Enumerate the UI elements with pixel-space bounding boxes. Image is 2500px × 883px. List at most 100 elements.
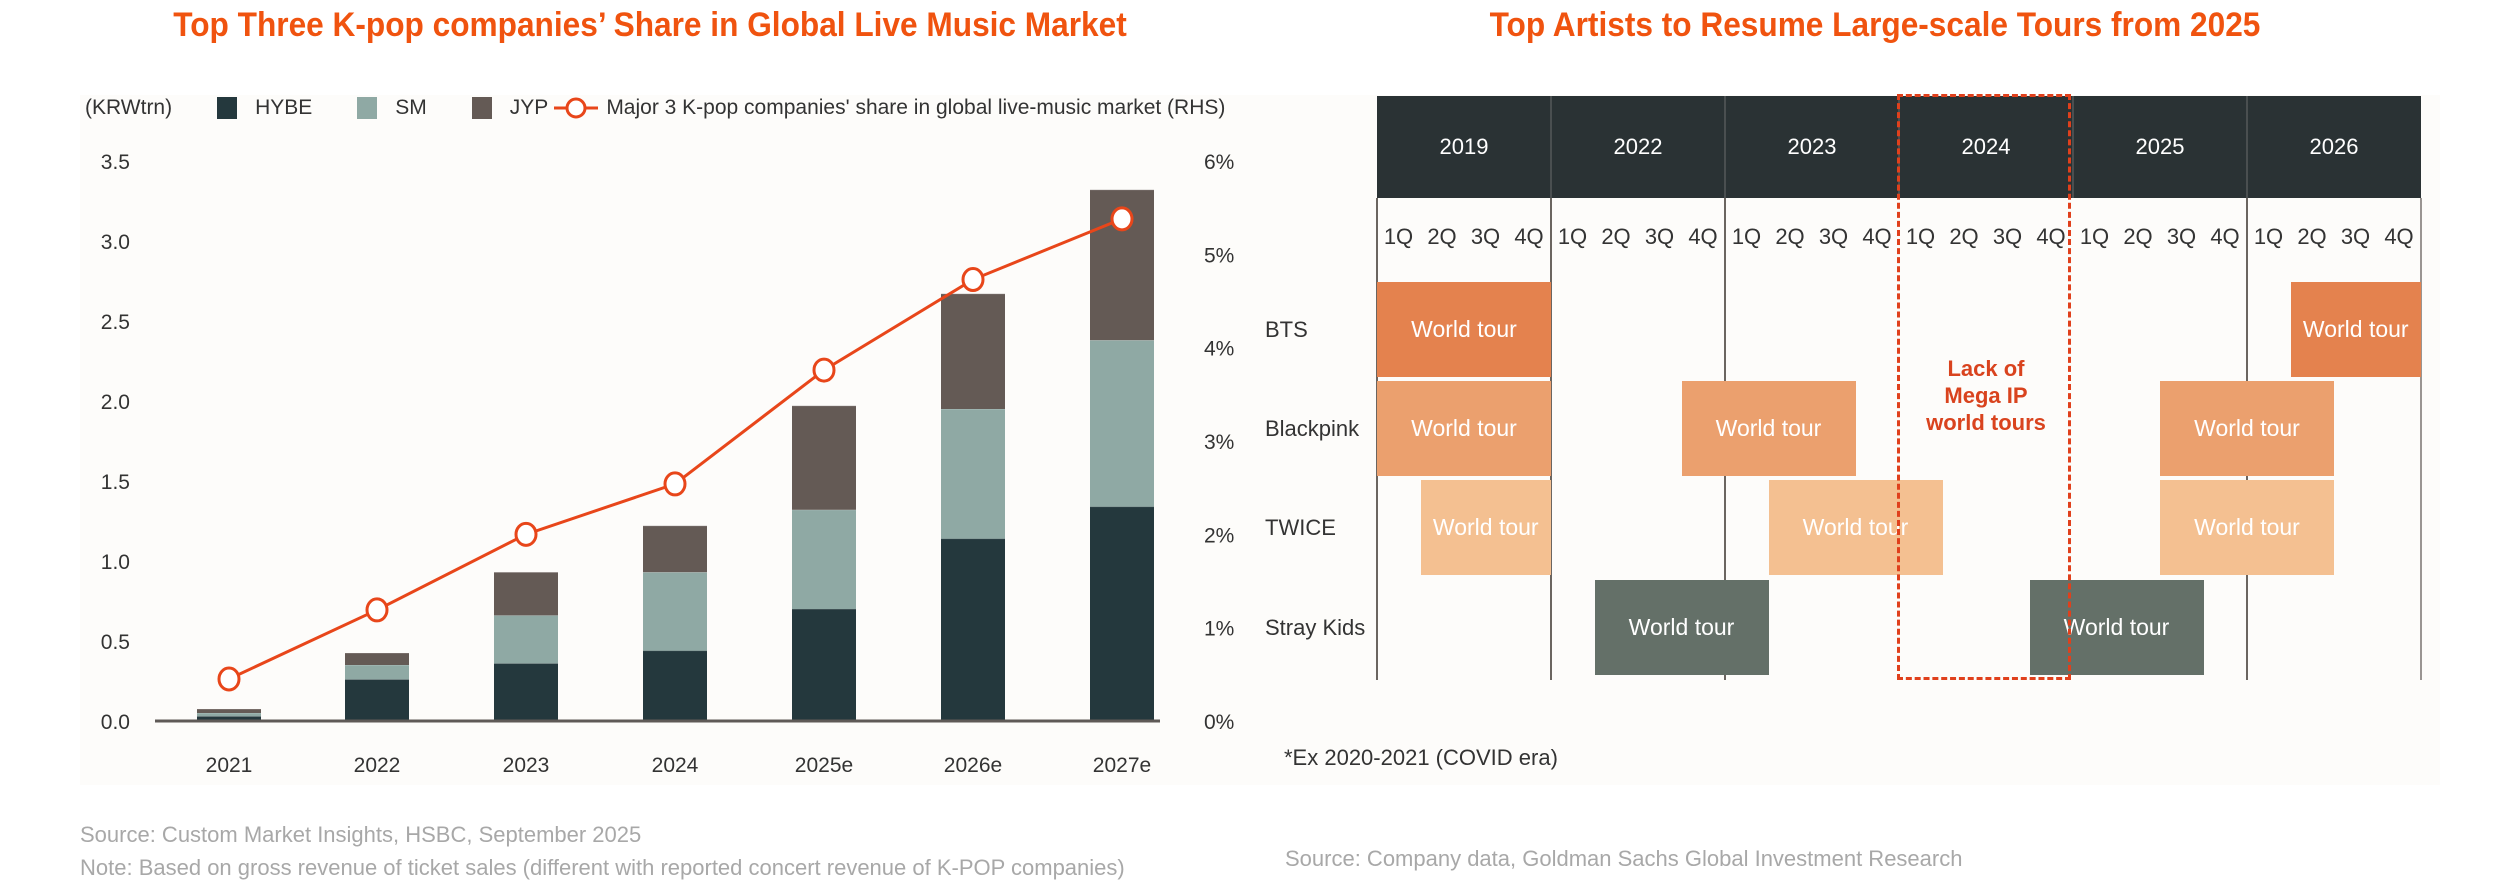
covid-footnote: *Ex 2020-2021 (COVID era) — [1284, 745, 1558, 770]
bar-segment-jyp — [345, 653, 409, 665]
unit-label: (KRWtrn) — [85, 96, 173, 119]
bar-segment-hybe — [1090, 506, 1154, 721]
legend-label-sm: SM — [395, 96, 427, 119]
quarter-label: 2Q — [1427, 224, 1457, 249]
bar-segment-sm — [643, 572, 707, 651]
bar-segment-hybe — [941, 538, 1005, 721]
bar-segment-jyp — [792, 405, 856, 510]
bar-segment-jyp — [941, 293, 1005, 409]
quarter-label: 3Q — [1644, 224, 1675, 249]
right-chart-title: Top Artists to Resume Large-scale Tours … — [1489, 6, 2261, 44]
lack-of-mega-ip-annotation: Lack of Mega IP world tours — [1899, 355, 2073, 436]
bar-segment-sm — [197, 713, 261, 717]
legend-swatch-sm — [357, 97, 378, 119]
legend-item-sm: SM — [357, 96, 427, 120]
y-tick-label: 2.0 — [101, 391, 130, 414]
bar-segment-jyp — [494, 572, 558, 616]
legend-item-share-line: Major 3 K-pop companies' share in global… — [554, 96, 1225, 120]
y-tick-label: 2.5 — [101, 311, 130, 334]
legend-item-hybe: HYBE — [217, 96, 312, 120]
bar-segment-sm — [494, 615, 558, 664]
y2-tick-label: 1% — [1204, 618, 1234, 641]
x-tick-label: 2021 — [206, 754, 253, 777]
legend-item-jyp: JYP — [471, 96, 549, 120]
quarter-label: 1Q — [1731, 224, 1762, 249]
quarter-label: 4Q — [1514, 224, 1544, 249]
tour-bar: World tour — [1681, 381, 1856, 476]
legend-label-jyp: JYP — [509, 96, 549, 119]
tour-bar: World tour — [1377, 282, 1551, 377]
x-tick-label: 2022 — [354, 754, 401, 777]
y-tick-label: 0.5 — [101, 631, 130, 654]
y2-tick-label: 3% — [1204, 431, 1234, 454]
quarter-label: 1Q — [1905, 224, 1936, 249]
y-tick-label: 0.0 — [101, 711, 130, 734]
quarter-label: 3Q — [2166, 224, 2197, 249]
bar-segment-hybe — [345, 679, 409, 721]
x-tick-label: 2023 — [503, 754, 550, 777]
legend-line-marker-icon — [554, 97, 599, 119]
tour-bar: World tour — [2290, 282, 2421, 377]
share-point — [961, 267, 985, 293]
y-tick-label: 3.5 — [101, 151, 130, 174]
quarter-label: 3Q — [1992, 224, 2023, 249]
bar-segment-hybe — [197, 716, 261, 721]
y2-tick-label: 6% — [1204, 151, 1234, 174]
bar-segment-sm — [345, 665, 409, 680]
quarter-label: 2Q — [1601, 224, 1631, 249]
left-note: Note: Based on gross revenue of ticket s… — [80, 855, 1125, 880]
bar-stack-2023 — [494, 571, 558, 721]
y2-tick-label: 2% — [1204, 524, 1234, 547]
x-tick-label: 2027e — [1093, 754, 1151, 777]
quarter-label: 1Q — [2253, 224, 2284, 249]
share-point — [217, 666, 241, 692]
quarter-label: 3Q — [1470, 224, 1501, 249]
year-header-2019: 2019 — [1439, 134, 1489, 159]
y-tick-label: 1.0 — [101, 551, 130, 574]
legend-swatch-hybe — [217, 97, 238, 119]
quarter-label: 4Q — [2036, 224, 2066, 249]
year-header-2026: 2026 — [2309, 134, 2359, 159]
year-header-2024: 2024 — [1961, 134, 2011, 159]
quarter-label: 2Q — [1775, 224, 1805, 249]
share-point — [514, 521, 538, 547]
bar-segment-hybe — [643, 650, 707, 721]
quarter-label: 2Q — [1949, 224, 1979, 249]
bar-stack-2024 — [643, 525, 707, 721]
y-tick-label: 1.5 — [101, 471, 130, 494]
quarter-label: 2Q — [2123, 224, 2153, 249]
left-chart-title: Top Three K-pop companies’ Share in Glob… — [173, 6, 1127, 44]
bar-stack-2022 — [345, 652, 409, 721]
bar-stack-2025e — [792, 405, 856, 721]
bar-segment-sm — [1090, 340, 1154, 507]
tour-bar: World tour — [2029, 580, 2204, 675]
y2-tick-label: 4% — [1204, 338, 1234, 361]
quarter-label: 4Q — [1688, 224, 1718, 249]
year-header-2023: 2023 — [1787, 134, 1837, 159]
quarter-label: 4Q — [1862, 224, 1892, 249]
bar-segment-hybe — [494, 663, 558, 721]
artist-label-stray-kids: Stray Kids — [1265, 614, 1366, 640]
legend-swatch-jyp — [471, 97, 492, 119]
bar-stack-2021 — [197, 708, 261, 721]
year-grid-line — [1550, 198, 1552, 680]
year-grid-line — [2420, 198, 2422, 680]
bar-segment-sm — [792, 509, 856, 609]
artist-label-bts: BTS — [1265, 316, 1308, 342]
quarter-label: 3Q — [1818, 224, 1849, 249]
bar-segment-sm — [941, 409, 1005, 539]
tour-bar: World tour — [2160, 480, 2334, 575]
quarter-label: 4Q — [2210, 224, 2240, 249]
x-tick-label: 2025e — [795, 754, 853, 777]
bar-segment-jyp — [643, 525, 707, 573]
chart-legend: (KRWtrn) HYBE SM JYP Major 3 K-pop compa… — [85, 93, 1225, 123]
bar-segment-jyp — [197, 709, 261, 713]
artist-label-blackpink: Blackpink — [1265, 415, 1360, 441]
y2-tick-label: 5% — [1204, 244, 1234, 267]
quarter-label: 2Q — [2297, 224, 2327, 249]
quarter-label: 1Q — [2079, 224, 2110, 249]
tour-bar: World tour — [2160, 381, 2334, 476]
annotation-line: world tours — [1926, 410, 2046, 435]
share-point — [365, 597, 389, 623]
